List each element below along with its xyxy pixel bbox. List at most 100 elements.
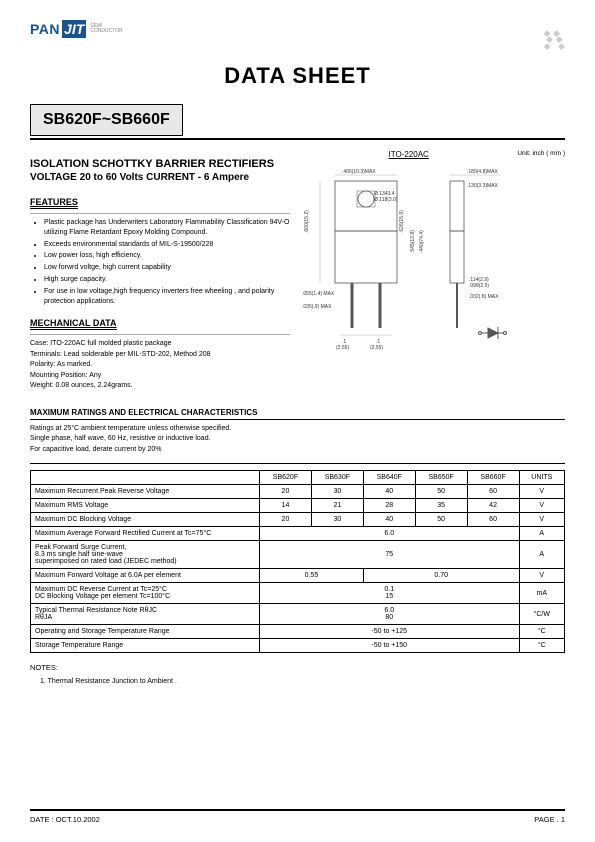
table-header: SB640F: [363, 471, 415, 485]
svg-text:.440(74.4): .440(74.4): [419, 230, 425, 253]
table-row: Storage Temperature Range-50 to +150°C: [31, 639, 565, 653]
footer: DATE : OCT.10.2002 PAGE . 1: [30, 809, 565, 824]
table-row: Typical Thermal Resistance Note RθJC RθJ…: [31, 604, 565, 625]
product-subheading: VOLTAGE 20 to 60 Volts CURRENT - 6 Amper…: [30, 172, 290, 183]
value-cell: 50: [415, 485, 467, 499]
svg-text:.600(15.2): .600(15.2): [304, 210, 310, 233]
value-cell: 75: [260, 541, 520, 569]
unit-cell: °C: [519, 639, 564, 653]
param-cell: Peak Forward Surge Current, 8.3 ms singl…: [31, 541, 260, 569]
value-cell: 6.0: [260, 527, 520, 541]
table-header: [31, 471, 260, 485]
doc-title: DATA SHEET: [30, 63, 565, 89]
note-line: 1. Thermal Resistance Junction to Ambien…: [40, 678, 565, 685]
header-dots-icon: ◆ ◆ ◆ ◆◆ ◆: [544, 30, 565, 49]
value-cell: 30: [311, 513, 363, 527]
mech-item: Terminals: Lead solderable per MIL-STD-2…: [30, 350, 290, 361]
package-diagram: .406(10.3)MAX .189(4.8)MAX .130(3.3)MAX …: [300, 163, 520, 363]
unit-cell: °C: [519, 625, 564, 639]
param-cell: Maximum DC Blocking Voltage: [31, 513, 260, 527]
ratings-notes: Ratings at 25°C ambient temperature unle…: [30, 424, 565, 456]
param-cell: Operating and Storage Temperature Range: [31, 625, 260, 639]
value-cell: 30: [311, 485, 363, 499]
unit-cell: A: [519, 541, 564, 569]
param-cell: Typical Thermal Resistance Note RθJC RθJ…: [31, 604, 260, 625]
features-heading: FEATURES: [30, 197, 78, 209]
feature-item: Plastic package has Underwriters Laborat…: [44, 218, 290, 238]
svg-text:(2.55): (2.55): [370, 345, 383, 351]
svg-text:.545(13.8): .545(13.8): [410, 230, 416, 253]
feature-item: Low forwrd voltge, high current capabili…: [44, 263, 290, 273]
logo-pan: PAN: [30, 21, 60, 37]
dim-label: .406(10.3)MAX: [342, 169, 376, 175]
footer-date: DATE : OCT.10.2002: [30, 815, 100, 824]
table-row: Maximum Forward Voltage at 6.0A per elem…: [31, 569, 565, 583]
package-name: ITO-220AC: [389, 150, 429, 159]
value-cell: 20: [260, 485, 312, 499]
param-cell: Maximum Recurrent Peak Reverse Voltage: [31, 485, 260, 499]
svg-text:.055(1.4) MAX: .055(1.4) MAX: [302, 291, 335, 297]
param-cell: Maximum Average Forward Rectified Curren…: [31, 527, 260, 541]
table-row: Operating and Storage Temperature Range-…: [31, 625, 565, 639]
notes-body: 1. Thermal Resistance Junction to Ambien…: [40, 678, 565, 685]
svg-text:.032(.8) MAX: .032(.8) MAX: [469, 294, 499, 300]
table-header: SB630F: [311, 471, 363, 485]
mech-item: Polarity: As marked.: [30, 360, 290, 371]
unit-label: Unit: inch ( mm ): [517, 150, 565, 161]
value-cell: 60: [467, 485, 519, 499]
value-cell: 40: [363, 513, 415, 527]
value-cell: 21: [311, 499, 363, 513]
unit-cell: V: [519, 499, 564, 513]
param-cell: Maximum Forward Voltage at 6.0A per elem…: [31, 569, 260, 583]
footer-page: PAGE . 1: [534, 815, 565, 824]
logo-sub: SEMI CONDUCTOR: [90, 24, 122, 34]
value-cell: 50: [415, 513, 467, 527]
value-cell: 40: [363, 485, 415, 499]
ratings-note-line: Ratings at 25°C ambient temperature unle…: [30, 424, 565, 435]
product-heading: ISOLATION SCHOTTKY BARRIER RECTIFIERS: [30, 158, 290, 170]
unit-cell: °C/W: [519, 604, 564, 625]
notes-heading: NOTES:: [30, 663, 565, 672]
ratings-note-line: Single phase, half wave, 60 Hz, resistiv…: [30, 434, 565, 445]
table-header: SB660F: [467, 471, 519, 485]
table-row: Maximum Recurrent Peak Reverse Voltage20…: [31, 485, 565, 499]
svg-text:.035(.9) MAX: .035(.9) MAX: [302, 304, 332, 310]
logo-jit: JIT: [62, 20, 86, 38]
param-cell: Maximum DC Reverse Current at Tc=25°C DC…: [31, 583, 260, 604]
value-cell: 28: [363, 499, 415, 513]
table-row: Maximum Average Forward Rectified Curren…: [31, 527, 565, 541]
value-cell: -50 to +150: [260, 639, 520, 653]
svg-text:.098(2.5): .098(2.5): [469, 283, 489, 289]
unit-cell: A: [519, 527, 564, 541]
param-cell: Storage Temperature Range: [31, 639, 260, 653]
value-cell: 42: [467, 499, 519, 513]
svg-text:.189(4.8)MAX: .189(4.8)MAX: [467, 169, 499, 175]
feature-item: High surge capacity.: [44, 275, 290, 285]
value-cell: 6.0 80: [260, 604, 520, 625]
table-header: SB620F: [260, 471, 312, 485]
ratings-heading: MAXIMUM RATINGS AND ELECTRICAL CHARACTER…: [30, 408, 565, 420]
features-list: Plastic package has Underwriters Laborat…: [30, 218, 290, 306]
value-cell: 0.1 15: [260, 583, 520, 604]
mechanical-data: Case: ITO-220AC full molded plastic pack…: [30, 339, 290, 392]
divider: [30, 138, 565, 140]
value-cell: 35: [415, 499, 467, 513]
unit-cell: V: [519, 485, 564, 499]
unit-cell: mA: [519, 583, 564, 604]
svg-text:(2.55): (2.55): [336, 345, 349, 351]
mech-item: Mounting Position: Any: [30, 371, 290, 382]
table-row: Peak Forward Surge Current, 8.3 ms singl…: [31, 541, 565, 569]
table-row: Maximum RMS Voltage1421283542V: [31, 499, 565, 513]
svg-text:.626(15.9): .626(15.9): [399, 210, 405, 233]
mechanical-heading: MECHANICAL DATA: [30, 318, 117, 330]
value-cell: 60: [467, 513, 519, 527]
part-number: SB620F~SB660F: [30, 104, 183, 136]
feature-item: For use in low voltage,high frequency in…: [44, 287, 290, 307]
svg-text:.130(3.3)MAX: .130(3.3)MAX: [467, 183, 499, 189]
spec-table: SB620FSB630FSB640FSB650FSB660FUNITSMaxim…: [30, 470, 565, 653]
table-row: Maximum DC Reverse Current at Tc=25°C DC…: [31, 583, 565, 604]
unit-cell: V: [519, 513, 564, 527]
logo: PANJIT SEMI CONDUCTOR: [30, 20, 565, 38]
unit-cell: V: [519, 569, 564, 583]
feature-item: Exceeds environmental standards of MIL-S…: [44, 240, 290, 250]
